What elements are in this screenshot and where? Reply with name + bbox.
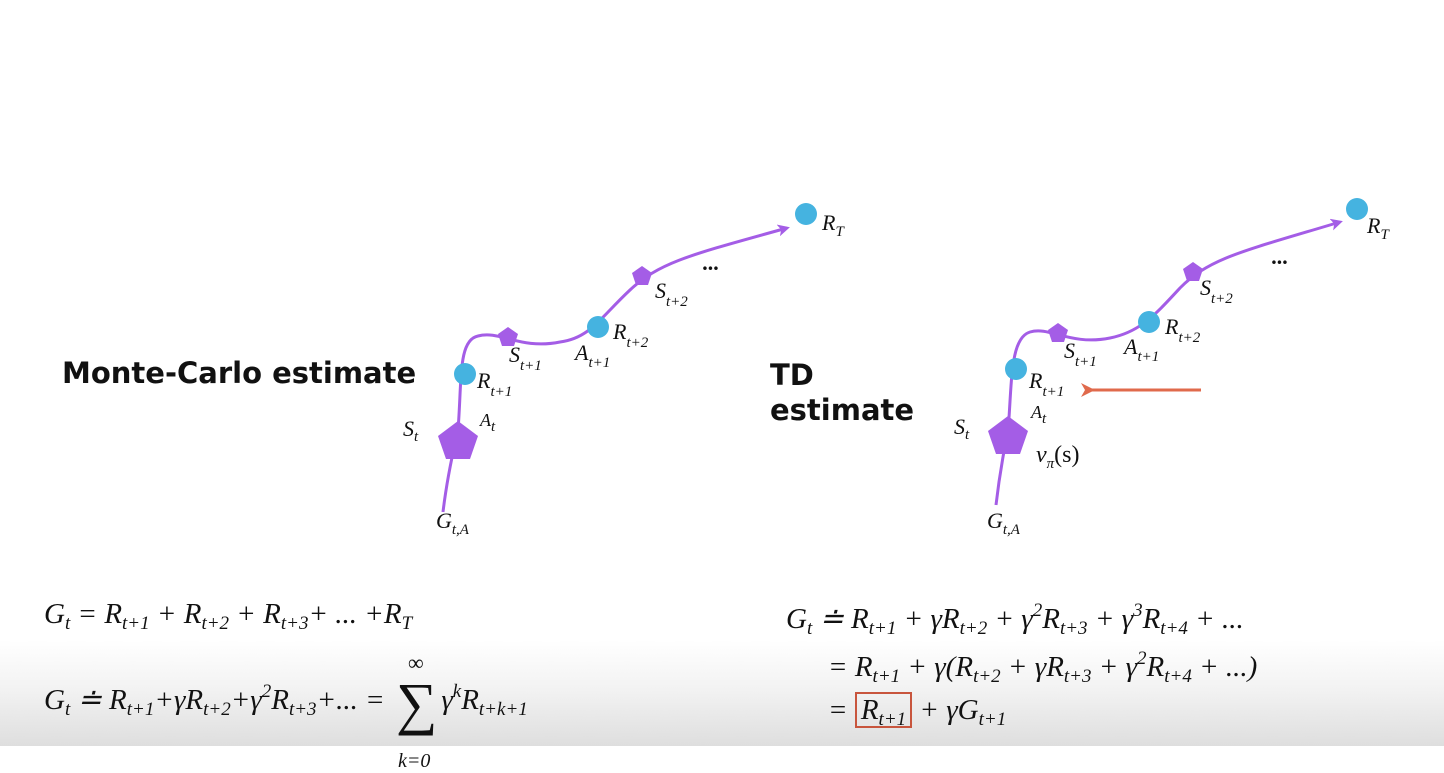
- mc-label-st1: St+1: [509, 342, 542, 374]
- td-reward-rt2-icon: [1138, 311, 1160, 333]
- td-label-st1: St+1: [1064, 338, 1097, 370]
- mc-label-at: At: [479, 410, 496, 435]
- mc-label-at1: At+1: [573, 340, 610, 371]
- mc-label-rt2: Rt+2: [612, 319, 649, 351]
- mc-ellipsis: ...: [703, 250, 720, 275]
- td-label-at: At: [1030, 402, 1047, 427]
- mc-label-st: St: [403, 416, 419, 445]
- mc-path: [443, 228, 787, 512]
- mc-state-st2-icon: [632, 266, 652, 285]
- mc-state-st-icon: [438, 421, 478, 459]
- mc-discounted-return-equation: Gt ≐ Rt+1+γRt+2+γ2Rt+3+... = ∞ ∑ k=0 γkRt+k…: [44, 670, 528, 737]
- td-label-rt1: Rt+1: [1028, 368, 1064, 400]
- td-label-st: St: [954, 414, 970, 443]
- td-ellipsis: ...: [1272, 244, 1289, 269]
- td-label-at1: At+1: [1122, 334, 1159, 365]
- mc-return-equation: Gt = Rt+1 + Rt+2 + Rt+3+ ... +RT: [44, 598, 412, 635]
- mc-reward-rT-icon: [795, 203, 817, 225]
- boxed-reward-term: Rt+1: [855, 692, 912, 728]
- td-return-equation-line2: = Rt+1 + γ(Rt+2 + γRt+3 + γ2Rt+4 + ...): [828, 648, 1257, 688]
- td-label-rT: RT: [1366, 213, 1390, 243]
- td-label-vpi: vπ(s): [1036, 442, 1080, 472]
- mc-reward-rt1-icon: [454, 363, 476, 385]
- td-label-st2: St+2: [1200, 275, 1233, 307]
- mc-reward-rt2-icon: [587, 316, 609, 338]
- mc-label-gta: Gt,A: [436, 508, 470, 538]
- td-reward-rT-icon: [1346, 198, 1368, 220]
- td-trajectory: St At vπ(s) Rt+1 St+1 At+1 Rt+2 St+2 ...…: [954, 198, 1390, 538]
- mc-label-rT: RT: [821, 210, 845, 240]
- mc-label-rt1: Rt+1: [476, 368, 512, 400]
- td-label-rt2: Rt+2: [1164, 314, 1201, 346]
- td-label-gta: Gt,A: [987, 508, 1021, 538]
- td-state-st-icon: [988, 416, 1028, 454]
- mc-label-st2: St+2: [655, 278, 688, 310]
- mc-trajectory: St At Rt+1 St+1 At+1 Rt+2 St+2 ... RT Gt…: [403, 203, 845, 538]
- td-return-equation-line3: = Rt+1 + γGt+1: [828, 694, 1006, 731]
- summation-sign: ∞ ∑ k=0: [396, 670, 437, 737]
- td-reward-rt1-icon: [1005, 358, 1027, 380]
- td-return-equation-line1: Gt ≐ Rt+1 + γRt+2 + γ2Rt+3 + γ3Rt+4 + ..…: [786, 600, 1244, 640]
